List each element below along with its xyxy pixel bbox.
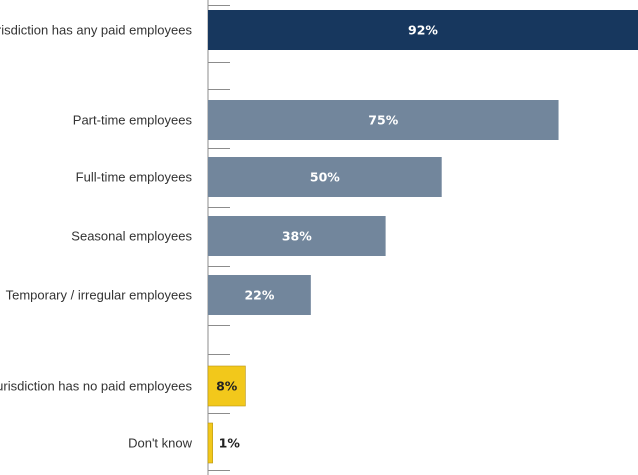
bar-3 xyxy=(208,216,386,256)
category-label: Temporary / irregular employees xyxy=(6,288,193,303)
value-label: 75% xyxy=(368,113,398,128)
category-labels: Jurisdiction has any paid employees Part-… xyxy=(0,23,193,451)
bar-0 xyxy=(208,10,638,50)
value-label: 22% xyxy=(244,288,274,303)
category-label: Jurisdiction has any paid employees xyxy=(0,23,192,38)
bar-1 xyxy=(208,100,559,140)
bar-2 xyxy=(208,157,442,197)
value-label: 8% xyxy=(216,379,238,394)
category-label: Jurisdiction has no paid employees xyxy=(0,379,192,394)
category-label: Full-time employees xyxy=(76,170,193,185)
value-label: 1% xyxy=(219,436,241,451)
category-label: Seasonal employees xyxy=(71,229,192,244)
value-label: 92% xyxy=(408,23,438,38)
value-label: 38% xyxy=(282,229,312,244)
category-label: Don't know xyxy=(128,436,193,451)
bars xyxy=(207,10,638,464)
value-labels: 92% 75% 50% 38% 22% 8% 1% xyxy=(216,23,438,451)
bar-6 xyxy=(207,422,213,464)
category-label: Part-time employees xyxy=(73,113,193,128)
value-label: 50% xyxy=(310,170,340,185)
bar-5 xyxy=(207,365,246,407)
bar-4 xyxy=(208,275,311,315)
